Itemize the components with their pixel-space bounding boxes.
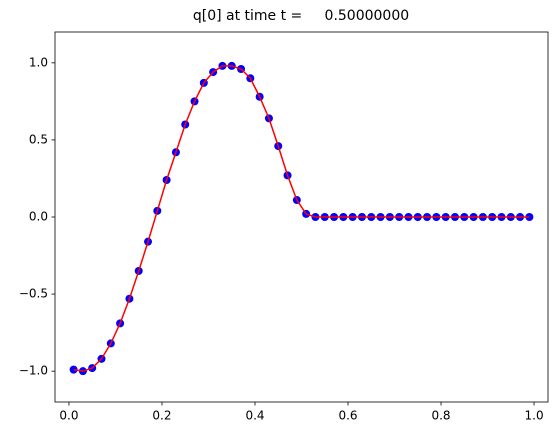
y-tick-label: 0.5 <box>29 132 48 146</box>
chart-title: q[0] at time t = 0.50000000 <box>193 8 409 24</box>
y-tick-label: −1.0 <box>19 364 48 378</box>
x-tick-label: 0.2 <box>152 409 171 423</box>
y-tick-label: 1.0 <box>29 55 48 69</box>
plot-frame <box>54 31 549 403</box>
x-tick-label: 0.6 <box>338 409 357 423</box>
data-line <box>73 65 530 372</box>
y-tick-label: −0.5 <box>19 287 48 301</box>
x-tick-label: 1.0 <box>525 409 544 423</box>
x-tick-label: 0.4 <box>245 409 264 423</box>
x-tick-label: 0.8 <box>431 409 450 423</box>
x-tick-label: 0.0 <box>59 409 78 423</box>
y-tick-label: 0.0 <box>29 210 48 224</box>
